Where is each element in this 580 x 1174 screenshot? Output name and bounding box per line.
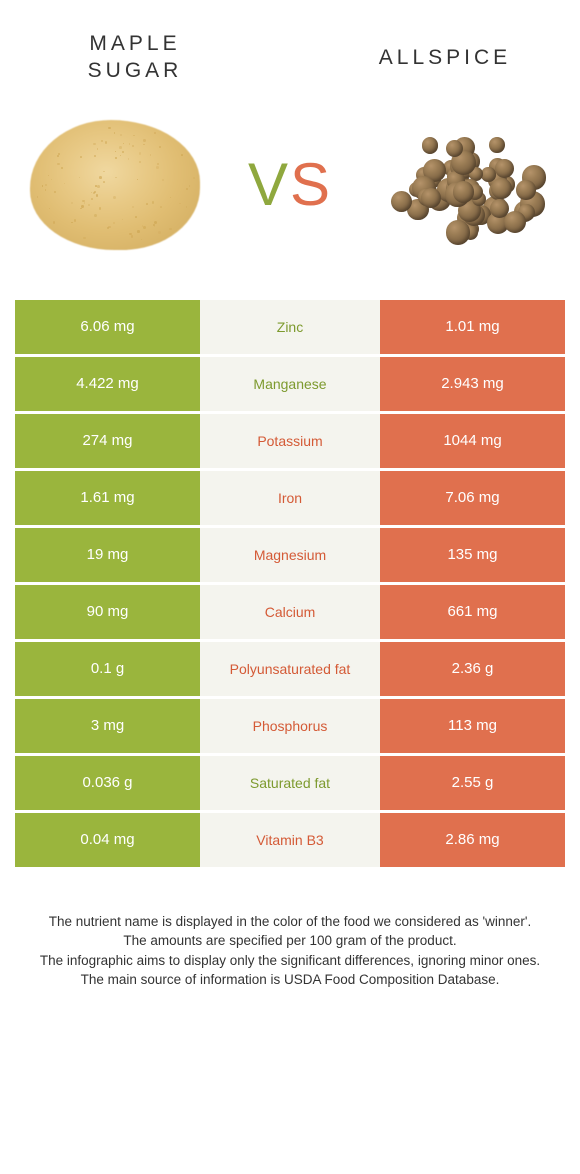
nutrient-name: Saturated fat <box>200 756 380 810</box>
table-row: 3 mgPhosphorus113 mg <box>15 699 565 753</box>
footnotes: The nutrient name is displayed in the co… <box>15 912 565 990</box>
header-row: MAPLE SUGAR ALLSPICE <box>15 20 565 90</box>
nutrient-name: Manganese <box>200 357 380 411</box>
left-value: 4.422 mg <box>15 357 200 411</box>
comparison-table: 6.06 mgZinc1.01 mg4.422 mgManganese2.943… <box>15 300 565 867</box>
maple-sugar-image <box>20 100 210 270</box>
nutrient-name: Vitamin B3 <box>200 813 380 867</box>
right-value: 7.06 mg <box>380 471 565 525</box>
table-row: 1.61 mgIron7.06 mg <box>15 471 565 525</box>
nutrient-name: Polyunsaturated fat <box>200 642 380 696</box>
nutrient-name: Potassium <box>200 414 380 468</box>
right-value: 1044 mg <box>380 414 565 468</box>
right-value: 1.01 mg <box>380 300 565 354</box>
right-value: 2.86 mg <box>380 813 565 867</box>
left-value: 274 mg <box>15 414 200 468</box>
right-food-title: ALLSPICE <box>355 44 535 71</box>
left-food-title: MAPLE SUGAR <box>45 30 225 85</box>
left-value: 0.1 g <box>15 642 200 696</box>
vs-s-letter: S <box>290 151 332 218</box>
right-value: 2.36 g <box>380 642 565 696</box>
right-value: 2.943 mg <box>380 357 565 411</box>
footnote-line: The nutrient name is displayed in the co… <box>25 912 555 932</box>
left-value: 19 mg <box>15 528 200 582</box>
left-value: 6.06 mg <box>15 300 200 354</box>
table-row: 90 mgCalcium661 mg <box>15 585 565 639</box>
right-value: 135 mg <box>380 528 565 582</box>
right-value: 661 mg <box>380 585 565 639</box>
left-value: 1.61 mg <box>15 471 200 525</box>
table-row: 0.1 gPolyunsaturated fat2.36 g <box>15 642 565 696</box>
footnote-line: The main source of information is USDA F… <box>25 970 555 990</box>
right-value: 2.55 g <box>380 756 565 810</box>
table-row: 0.04 mgVitamin B32.86 mg <box>15 813 565 867</box>
left-value: 0.04 mg <box>15 813 200 867</box>
nutrient-name: Zinc <box>200 300 380 354</box>
left-value: 0.036 g <box>15 756 200 810</box>
table-row: 6.06 mgZinc1.01 mg <box>15 300 565 354</box>
nutrient-name: Calcium <box>200 585 380 639</box>
left-value: 90 mg <box>15 585 200 639</box>
right-value: 113 mg <box>380 699 565 753</box>
images-row: VS <box>15 90 565 300</box>
table-row: 19 mgMagnesium135 mg <box>15 528 565 582</box>
vs-label: VS <box>248 150 332 219</box>
footnote-line: The infographic aims to display only the… <box>25 951 555 971</box>
left-value: 3 mg <box>15 699 200 753</box>
nutrient-name: Magnesium <box>200 528 380 582</box>
table-row: 4.422 mgManganese2.943 mg <box>15 357 565 411</box>
allspice-image <box>370 100 560 270</box>
nutrient-name: Iron <box>200 471 380 525</box>
vs-v-letter: V <box>248 151 290 218</box>
table-row: 0.036 gSaturated fat2.55 g <box>15 756 565 810</box>
table-row: 274 mgPotassium1044 mg <box>15 414 565 468</box>
footnote-line: The amounts are specified per 100 gram o… <box>25 931 555 951</box>
nutrient-name: Phosphorus <box>200 699 380 753</box>
